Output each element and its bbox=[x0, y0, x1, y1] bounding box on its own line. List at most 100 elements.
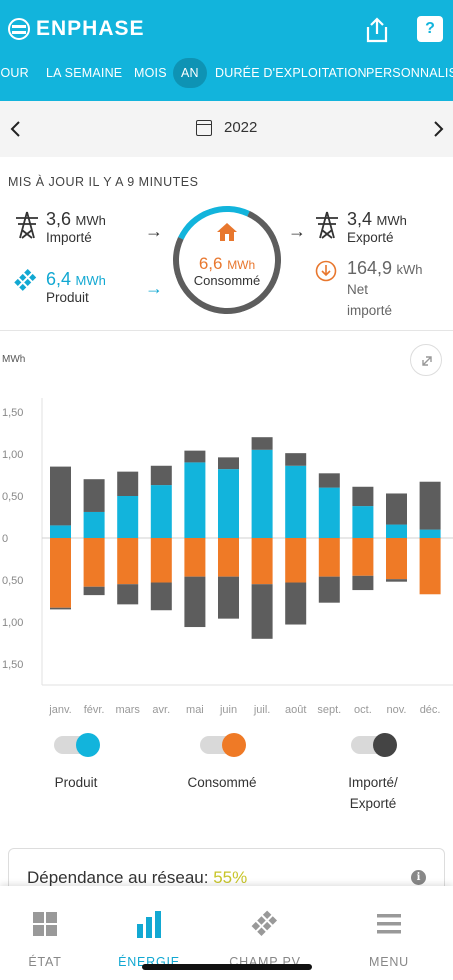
nav-menu-label: MENU bbox=[368, 955, 409, 969]
produced-value: 6,4 bbox=[46, 269, 72, 289]
x-tick-label: nov. bbox=[387, 704, 407, 716]
next-period-button[interactable] bbox=[428, 119, 448, 139]
bar-exported bbox=[184, 450, 206, 463]
bar-consumed bbox=[285, 538, 307, 583]
bar-consumed bbox=[386, 538, 407, 580]
info-icon[interactable]: i bbox=[411, 870, 426, 885]
bar-chart-icon bbox=[137, 911, 161, 938]
bar-produced bbox=[285, 465, 307, 538]
enphase-logo: ENPHASE bbox=[8, 17, 145, 41]
toggle-produced[interactable]: Produit bbox=[16, 733, 136, 793]
exported-unit: MWh bbox=[376, 213, 407, 228]
x-tick-label: juil. bbox=[253, 704, 271, 716]
x-tick-label: févr. bbox=[84, 704, 105, 716]
solar-panel-nav-icon bbox=[251, 910, 278, 937]
calendar-icon bbox=[196, 119, 212, 136]
power-pylon-icon bbox=[16, 211, 38, 239]
bar-exported bbox=[117, 471, 139, 496]
bar-consumed bbox=[50, 538, 71, 608]
y-tick-label: 1,50 bbox=[2, 407, 23, 419]
date-navigator: 2022 bbox=[0, 101, 453, 157]
bar-produced bbox=[184, 462, 206, 538]
section-divider bbox=[0, 330, 453, 331]
bar-exported bbox=[83, 479, 105, 512]
bar-produced bbox=[386, 524, 407, 538]
bar-imported bbox=[285, 582, 307, 625]
bar-imported bbox=[218, 576, 239, 619]
previous-period-button[interactable] bbox=[6, 119, 26, 139]
bar-exported bbox=[251, 437, 273, 450]
net-label-line1: Net bbox=[347, 282, 369, 297]
consumed-unit: MWh bbox=[227, 258, 256, 272]
net-value: 164,9 bbox=[347, 258, 393, 278]
tab-year[interactable]: AN bbox=[173, 58, 207, 88]
toggle-import-export[interactable]: Importé/ Exporté bbox=[313, 733, 433, 814]
consumed-switch-knob bbox=[222, 733, 246, 757]
tab-day[interactable]: JOUR bbox=[0, 66, 29, 80]
bar-produced bbox=[50, 525, 71, 538]
exported-metric: 3,4 MWh Exporté bbox=[347, 209, 407, 245]
brand-name: ENPHASE bbox=[36, 17, 145, 40]
last-updated-text: MIS À JOUR IL Y A 9 MINUTES bbox=[8, 175, 199, 189]
share-icon bbox=[366, 17, 388, 43]
produced-switch-knob bbox=[76, 733, 100, 757]
hamburger-icon bbox=[377, 914, 401, 934]
date-selector[interactable]: 2022 bbox=[196, 119, 257, 136]
bar-consumed bbox=[251, 538, 273, 585]
nav-menu[interactable]: MENU bbox=[344, 910, 434, 969]
import-export-label-line1: Importé/ bbox=[348, 775, 398, 790]
expand-icon bbox=[422, 356, 432, 366]
tab-custom[interactable]: PERSONNALISÉ bbox=[366, 66, 453, 80]
tab-week[interactable]: LA SEMAINE bbox=[46, 66, 123, 80]
bar-exported bbox=[352, 486, 374, 507]
bar-exported bbox=[386, 493, 407, 525]
x-tick-label: juin bbox=[219, 704, 237, 716]
bar-consumed bbox=[83, 538, 105, 587]
produced-unit: MWh bbox=[75, 273, 106, 288]
toggle-consumed[interactable]: Consommé bbox=[162, 733, 282, 793]
bar-consumed bbox=[218, 538, 239, 577]
expand-chart-button[interactable] bbox=[410, 344, 442, 376]
import-export-label-line2: Exporté bbox=[349, 796, 397, 811]
help-button[interactable]: ? bbox=[417, 16, 443, 42]
bar-imported bbox=[83, 586, 105, 596]
x-tick-label: mars bbox=[115, 704, 140, 716]
import-flow-arrow: → bbox=[145, 221, 163, 241]
help-icon: ? bbox=[425, 20, 435, 37]
produced-switch[interactable] bbox=[54, 733, 100, 757]
bar-exported bbox=[218, 457, 239, 470]
consumed-label: Consommé bbox=[193, 273, 261, 288]
nav-pv-array[interactable]: CHAMP PV bbox=[220, 910, 310, 969]
bar-exported bbox=[419, 481, 441, 530]
exported-value: 3,4 bbox=[347, 209, 373, 229]
export-flow-arrow: → bbox=[288, 221, 306, 241]
bar-imported bbox=[50, 607, 71, 610]
enphase-logo-icon bbox=[8, 18, 30, 40]
y-tick-label: 1,00 bbox=[2, 449, 23, 461]
production-flow-arrow: → bbox=[145, 278, 163, 298]
tab-month[interactable]: MOIS bbox=[134, 66, 167, 80]
share-button[interactable] bbox=[364, 16, 390, 44]
x-tick-label: août bbox=[285, 704, 306, 716]
bar-consumed bbox=[117, 538, 139, 585]
produced-toggle-label: Produit bbox=[54, 775, 98, 790]
nav-status[interactable]: ÉTAT bbox=[0, 910, 90, 969]
x-tick-label: oct. bbox=[354, 704, 372, 716]
bar-exported bbox=[318, 473, 340, 488]
bar-produced bbox=[419, 529, 441, 538]
bar-imported bbox=[117, 584, 139, 605]
consumed-switch[interactable] bbox=[200, 733, 246, 757]
x-tick-label: mai bbox=[186, 704, 204, 716]
y-tick-label: 0,50 bbox=[2, 491, 23, 503]
bar-exported bbox=[50, 466, 71, 526]
home-indicator bbox=[142, 964, 312, 970]
grid-icon bbox=[33, 912, 57, 936]
bar-consumed bbox=[352, 538, 374, 576]
y-tick-label: 0,50 bbox=[2, 575, 23, 587]
bar-consumed bbox=[184, 538, 206, 577]
nav-energy[interactable]: ÉNERGIE bbox=[104, 910, 194, 969]
x-tick-label: sept. bbox=[317, 704, 341, 716]
import-export-switch[interactable] bbox=[351, 733, 397, 757]
tab-lifetime[interactable]: DURÉE D'EXPLOITATION bbox=[215, 66, 367, 80]
x-tick-label: avr. bbox=[152, 704, 170, 716]
